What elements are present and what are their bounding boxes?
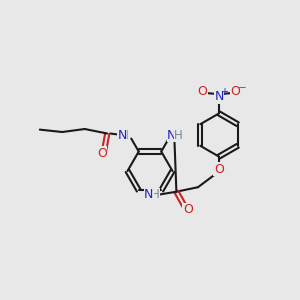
Text: O: O bbox=[198, 85, 207, 98]
Text: O: O bbox=[214, 163, 224, 176]
Text: +: + bbox=[220, 86, 228, 97]
Text: N: N bbox=[167, 128, 176, 142]
Text: N: N bbox=[214, 90, 224, 104]
Text: −: − bbox=[238, 83, 247, 93]
Text: H: H bbox=[150, 188, 159, 201]
Text: N: N bbox=[117, 128, 127, 142]
Text: O: O bbox=[231, 85, 240, 98]
Text: H: H bbox=[174, 128, 183, 142]
Text: O: O bbox=[97, 147, 107, 160]
Text: H: H bbox=[119, 128, 128, 142]
Text: O: O bbox=[183, 203, 193, 216]
Text: N: N bbox=[144, 188, 153, 201]
